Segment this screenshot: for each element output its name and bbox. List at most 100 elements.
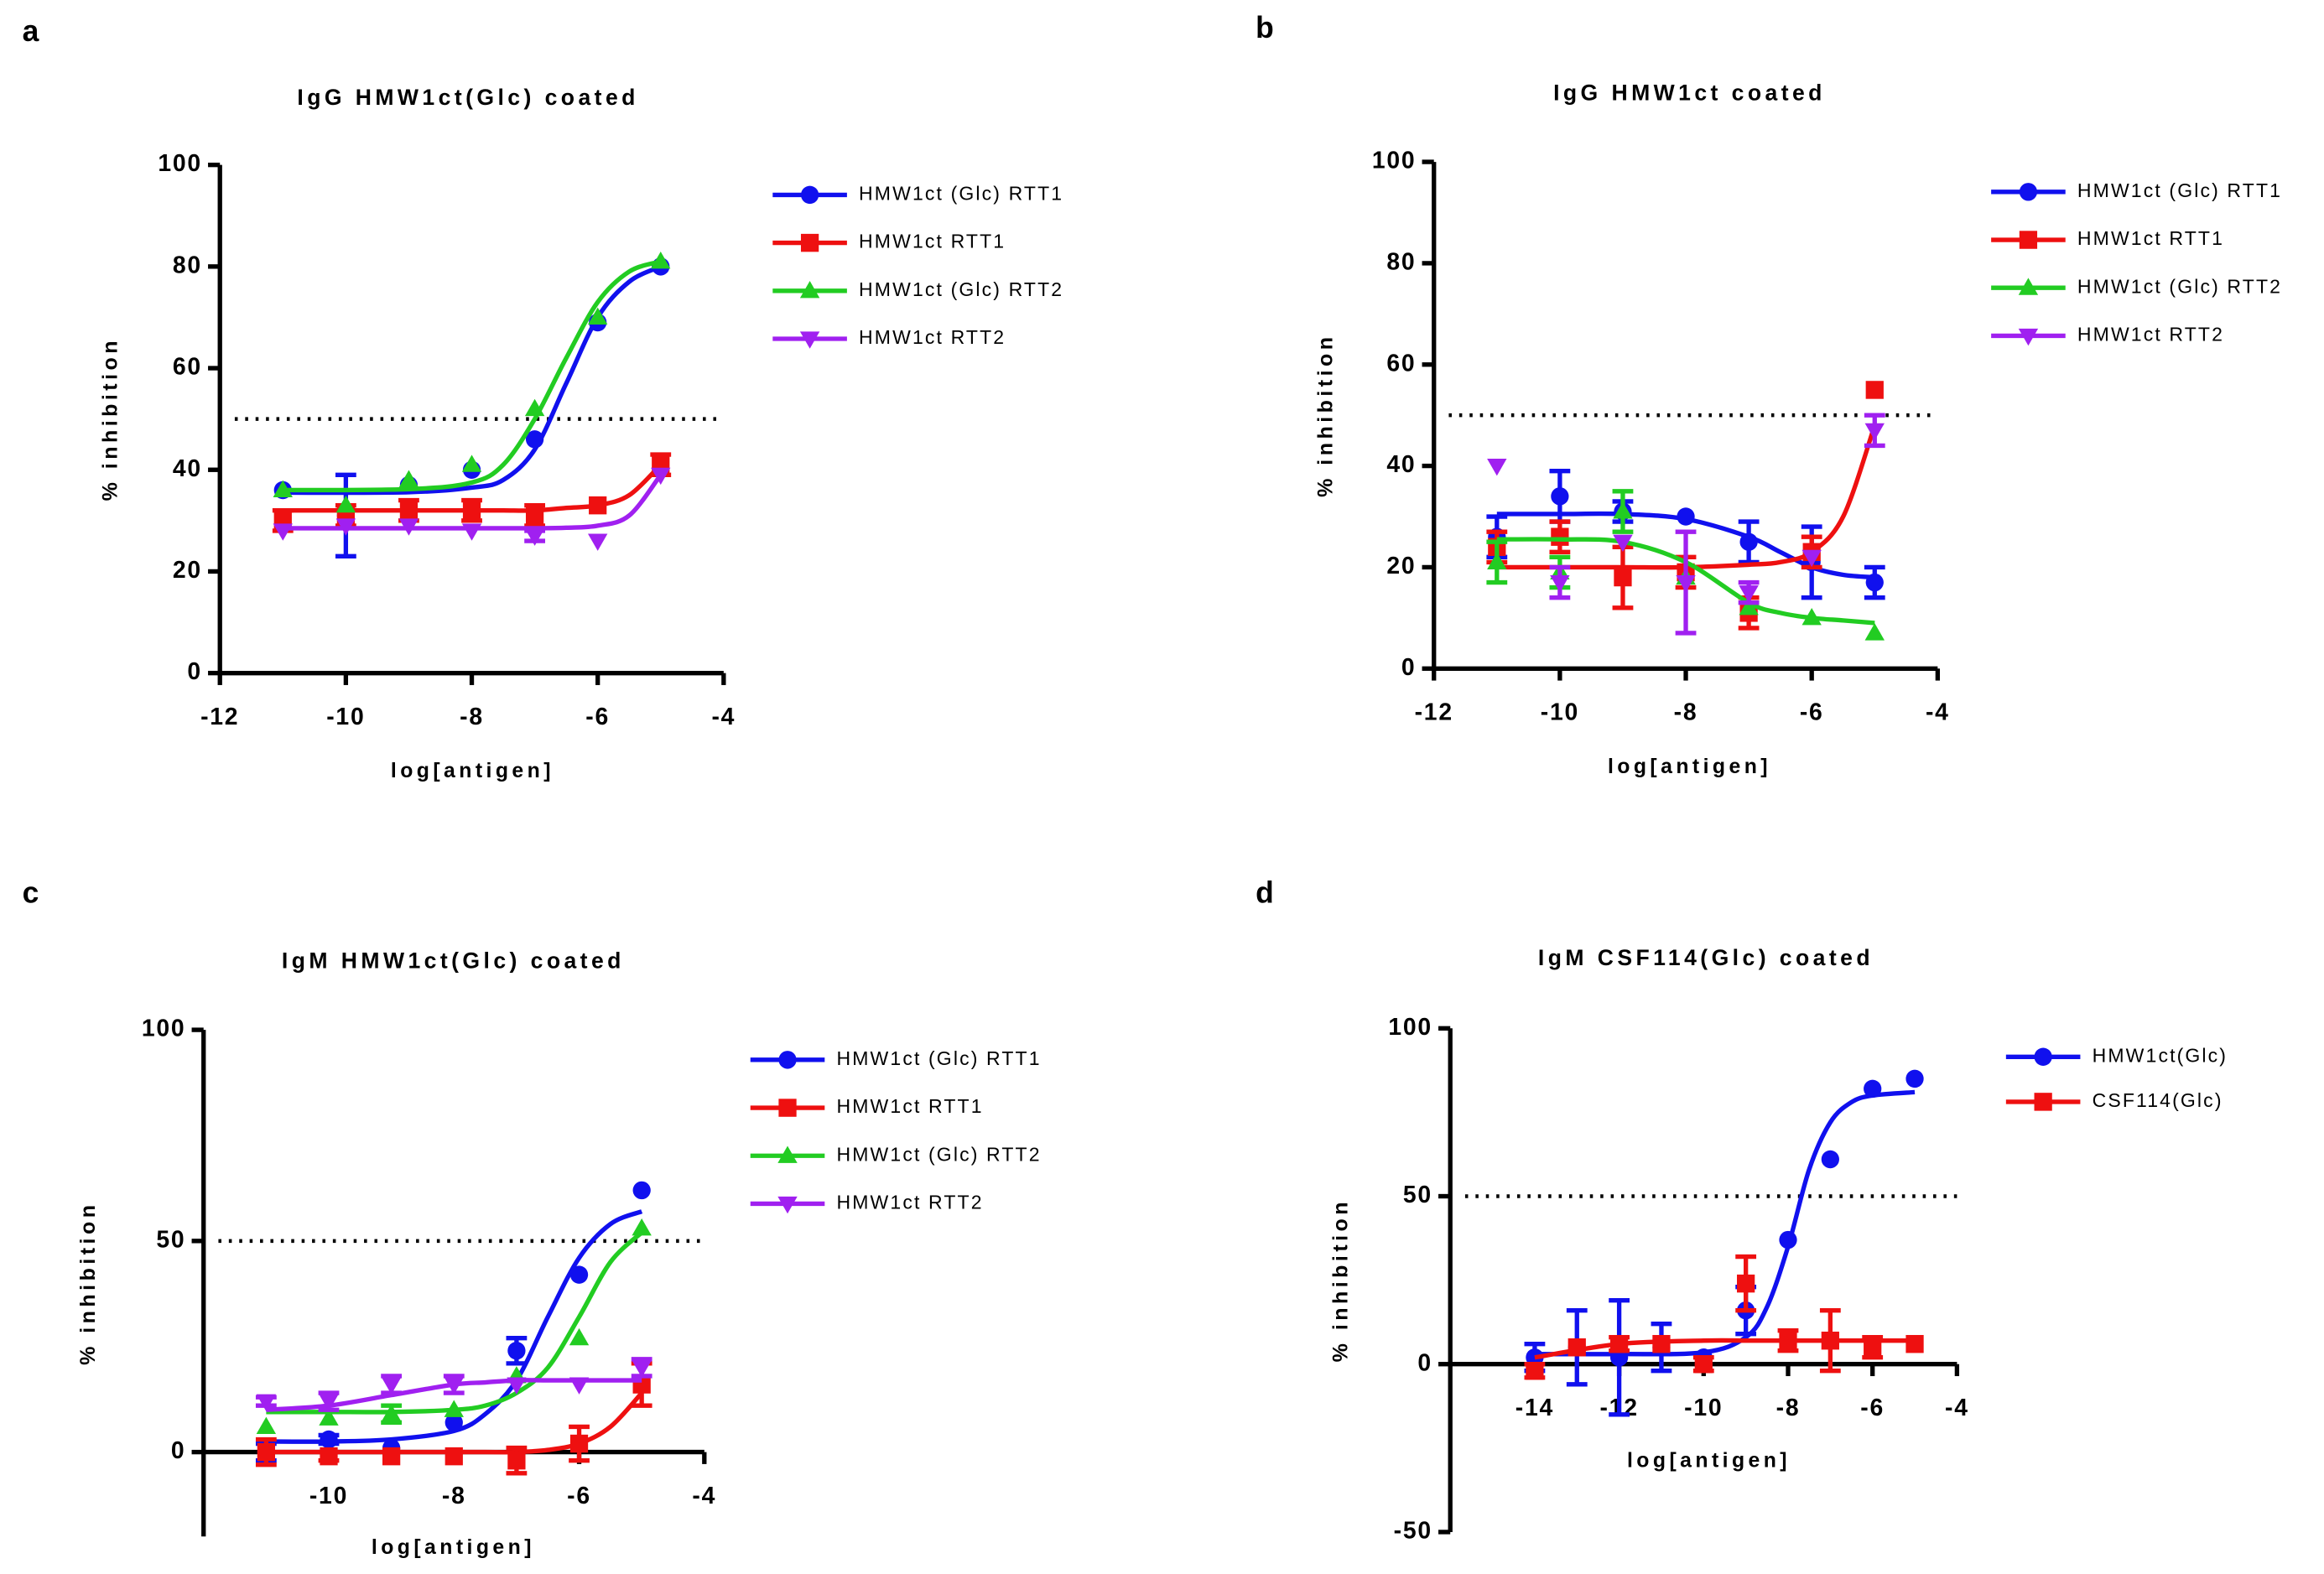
marker bbox=[1614, 568, 1632, 587]
marker bbox=[320, 1430, 338, 1449]
marker bbox=[589, 496, 607, 515]
x-tick-label: -10 bbox=[326, 704, 365, 730]
marker bbox=[444, 1400, 464, 1417]
y-axis-label: % inhibition bbox=[76, 1202, 100, 1365]
marker bbox=[1779, 1230, 1797, 1249]
marker bbox=[524, 528, 545, 546]
marker bbox=[587, 533, 608, 551]
marker bbox=[1550, 574, 1570, 593]
y-tick-label: 0 bbox=[171, 1437, 186, 1464]
panel: c IgM HMW1ct(Glc) coated log[antigen] % inh… bbox=[23, 876, 1040, 1560]
marker bbox=[273, 523, 293, 541]
marker bbox=[569, 1434, 589, 1453]
marker bbox=[632, 1181, 651, 1200]
marker bbox=[382, 1447, 401, 1466]
x-tick-label: -10 bbox=[1684, 1395, 1723, 1421]
y-tick-label: 80 bbox=[1386, 248, 1416, 275]
x-tick-label: -12 bbox=[1415, 699, 1453, 725]
x-axis-label: log[antigen] bbox=[391, 759, 554, 782]
legend-marker bbox=[2019, 231, 2038, 249]
y-tick-label: 100 bbox=[1372, 148, 1417, 174]
marker bbox=[1609, 1334, 1629, 1353]
y-tick-label: 60 bbox=[173, 353, 202, 380]
x-tick-label: -12 bbox=[200, 704, 239, 730]
marker bbox=[1739, 585, 1759, 603]
chart-title: IgM HMW1ct(Glc) coated bbox=[282, 948, 625, 974]
legend-label: HMW1ct RTT2 bbox=[2077, 323, 2224, 345]
marker bbox=[525, 430, 544, 449]
marker bbox=[1551, 487, 1569, 506]
y-tick-label: 100 bbox=[1388, 1014, 1432, 1041]
marker bbox=[1739, 597, 1759, 616]
legend-marker bbox=[778, 1099, 797, 1117]
fit-curve bbox=[266, 1230, 643, 1415]
marker bbox=[1801, 608, 1822, 626]
y-axis-label: % inhibition bbox=[1314, 333, 1338, 496]
y-tick-label: 60 bbox=[1386, 350, 1416, 377]
marker bbox=[381, 1404, 402, 1421]
marker bbox=[1613, 501, 1633, 519]
x-tick-label: -4 bbox=[1945, 1395, 1969, 1421]
y-tick-label: -50 bbox=[1394, 1517, 1432, 1544]
marker bbox=[1676, 574, 1696, 593]
marker bbox=[587, 307, 608, 325]
marker bbox=[445, 1413, 463, 1432]
legend-marker bbox=[2018, 328, 2039, 346]
x-tick-label: -8 bbox=[1776, 1395, 1801, 1421]
marker bbox=[1739, 532, 1758, 551]
x-tick-label: -10 bbox=[309, 1483, 348, 1509]
marker bbox=[257, 1442, 275, 1462]
y-tick-label: 20 bbox=[173, 557, 202, 584]
marker bbox=[1821, 1331, 1839, 1350]
fit-curve bbox=[283, 259, 662, 493]
legend-label: HMW1ct(Glc) bbox=[2093, 1044, 2228, 1066]
marker bbox=[256, 1394, 277, 1411]
x-tick-label: -6 bbox=[1800, 699, 1824, 725]
legend-label: HMW1ct RTT1 bbox=[859, 231, 1006, 252]
marker bbox=[1568, 1338, 1586, 1357]
chart-title: IgG HMW1ct(Glc) coated bbox=[297, 85, 638, 110]
marker bbox=[1694, 1355, 1713, 1374]
panel: a IgG HMW1ct(Glc) coated log[antigen] % inh… bbox=[23, 14, 1063, 783]
x-tick-label: -6 bbox=[1860, 1395, 1885, 1421]
marker bbox=[1779, 1331, 1797, 1350]
marker bbox=[1905, 1069, 1924, 1088]
x-axis-label: log[antigen] bbox=[372, 1535, 535, 1559]
marker bbox=[273, 480, 293, 498]
marker bbox=[1864, 1079, 1882, 1099]
marker bbox=[525, 506, 544, 525]
marker bbox=[1864, 1338, 1882, 1357]
marker bbox=[524, 398, 545, 417]
x-tick-label: -14 bbox=[1516, 1395, 1554, 1421]
marker bbox=[461, 455, 482, 472]
panel-label: c bbox=[23, 876, 39, 910]
x-tick-label: -4 bbox=[1926, 699, 1950, 725]
marker bbox=[632, 1360, 652, 1378]
x-tick-label: -4 bbox=[711, 704, 736, 730]
legend-label: HMW1ct RTT2 bbox=[836, 1192, 983, 1213]
y-tick-label: 0 bbox=[187, 658, 202, 685]
marker bbox=[319, 1408, 339, 1426]
y-tick-label: 100 bbox=[142, 1016, 186, 1042]
marker bbox=[381, 1377, 402, 1395]
y-axis-label: % inhibition bbox=[99, 337, 122, 501]
x-axis-label: log[antigen] bbox=[1608, 755, 1771, 778]
marker bbox=[1864, 623, 1885, 641]
legend-marker bbox=[2034, 1093, 2052, 1111]
marker bbox=[1865, 381, 1884, 399]
marker bbox=[1821, 1150, 1839, 1169]
marker bbox=[1864, 423, 1885, 441]
legend-label: HMW1ct (Glc) RTT2 bbox=[859, 278, 1063, 300]
marker bbox=[462, 501, 481, 520]
fit-curve bbox=[1496, 424, 1877, 570]
panel-label: b bbox=[1256, 11, 1274, 44]
marker bbox=[507, 1342, 526, 1360]
y-tick-label: 40 bbox=[173, 455, 202, 482]
legend-label: CSF114(Glc) bbox=[2093, 1089, 2223, 1111]
y-tick-label: 80 bbox=[173, 252, 202, 278]
marker bbox=[651, 467, 671, 486]
legend-label: HMW1ct RTT1 bbox=[836, 1095, 983, 1117]
legend-marker bbox=[800, 185, 819, 205]
marker bbox=[444, 1377, 464, 1395]
